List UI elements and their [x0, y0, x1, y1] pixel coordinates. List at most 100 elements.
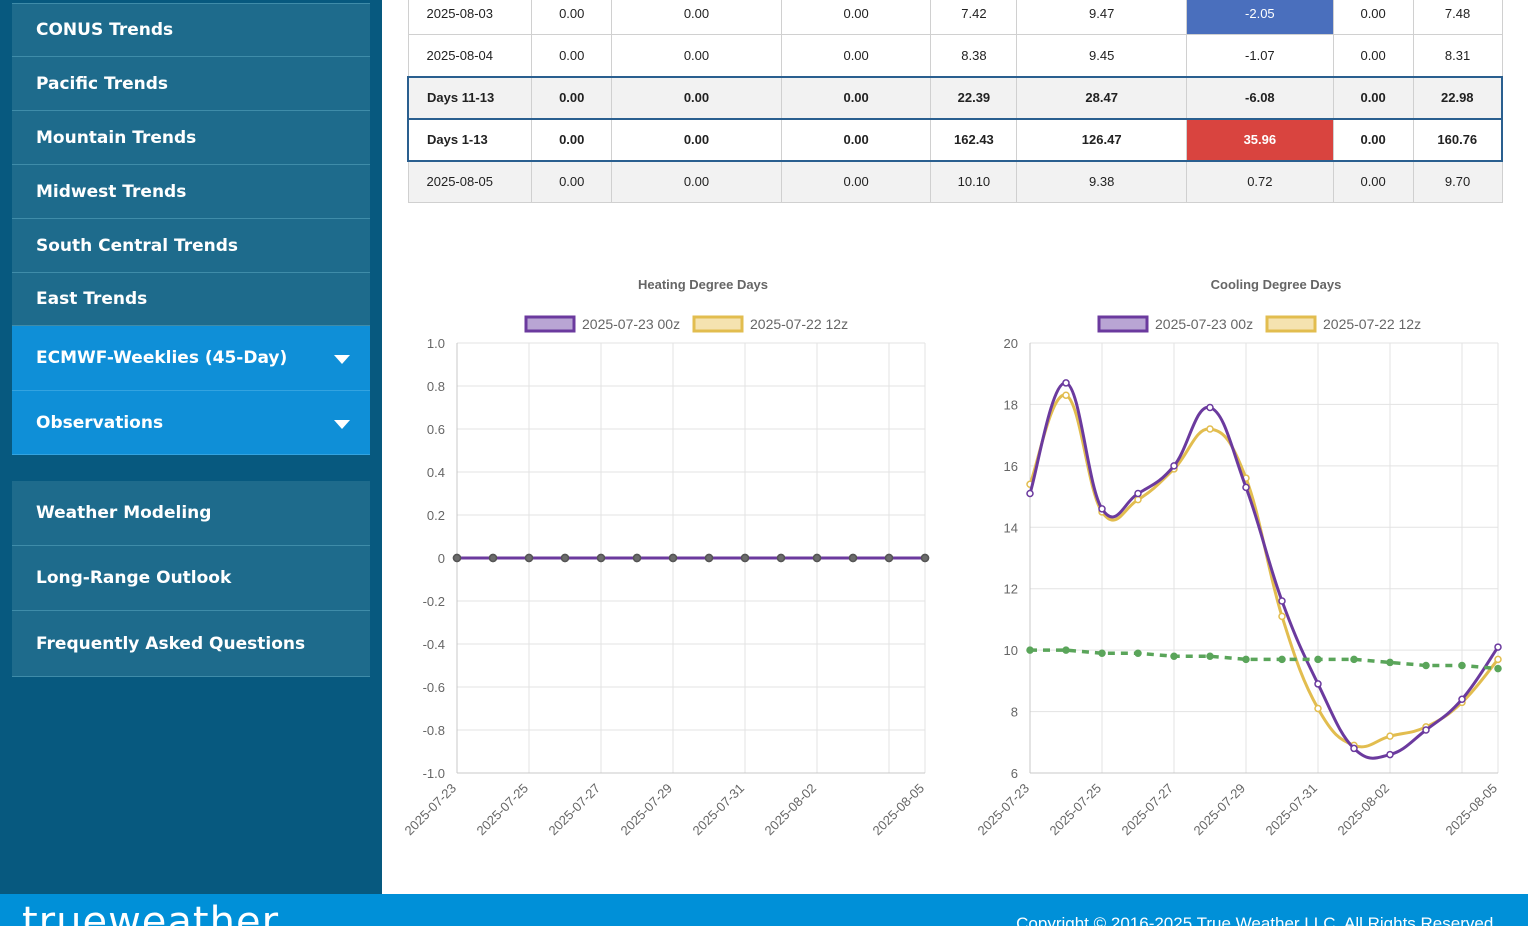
x-tick-label: 2025-07-31 — [1262, 781, 1320, 839]
sidebar: CONUS Trends Pacific Trends Mountain Tre… — [0, 0, 382, 894]
data-point — [1494, 655, 1502, 664]
table-cell: 8.31 — [1412, 34, 1503, 77]
nav-conus-trends[interactable]: CONUS Trends — [12, 3, 370, 57]
x-tick-label: 2025-07-25 — [473, 781, 531, 839]
data-point — [452, 553, 462, 563]
data-point — [1098, 505, 1106, 513]
table-cell: 0.00 — [531, 0, 613, 35]
legend-swatch — [524, 315, 576, 333]
nav-ecmwf-weeklies-dropdown[interactable]: ECMWF-Weeklies (45-Day) — [12, 326, 370, 391]
table-cell: -1.07 — [1186, 34, 1334, 77]
nav-observations-dropdown[interactable]: Observations — [12, 391, 370, 455]
nav-pacific-trends[interactable]: Pacific Trends — [12, 57, 370, 111]
row-label: 2025-08-04 — [407, 34, 533, 77]
data-point — [1026, 489, 1034, 498]
y-tick-label: -1.0 — [423, 766, 445, 781]
y-tick-label: 0.4 — [427, 465, 445, 480]
data-point — [776, 553, 786, 563]
data-point — [884, 553, 894, 563]
copyright-text: Copyright © 2016-2025 True Weather LLC. … — [1016, 914, 1498, 926]
y-tick-label: 12 — [1004, 582, 1018, 597]
series-line — [1028, 381, 1500, 760]
nav-faq[interactable]: Frequently Asked Questions — [12, 611, 370, 677]
data-point — [1062, 391, 1070, 399]
data-point — [1134, 489, 1142, 498]
data-point — [1206, 403, 1214, 412]
x-tick-label: 2025-07-27 — [545, 781, 603, 839]
table-row-summary: Days 1-13 0.00 0.00 0.00 162.43 126.47 3… — [407, 117, 1503, 162]
data-point — [1350, 744, 1358, 753]
data-point — [920, 553, 930, 563]
table-cell: 0.00 — [1332, 34, 1414, 77]
chart-title: Heating Degree Days — [638, 277, 768, 292]
data-point — [1278, 597, 1286, 605]
x-tick-label: 2025-08-02 — [761, 781, 819, 839]
y-tick-label: 10 — [1004, 643, 1018, 658]
row-label: Days 11-13 — [407, 75, 533, 120]
data-point — [1494, 643, 1502, 651]
x-tick-label: 2025-07-23 — [401, 781, 459, 839]
data-point — [740, 553, 750, 563]
table-row: 2025-08-03 0.00 0.00 0.00 7.42 9.47 -2.0… — [407, 0, 1503, 35]
data-point — [1026, 646, 1034, 654]
y-tick-label: 6 — [1011, 766, 1018, 781]
table-cell: 0.00 — [780, 75, 932, 120]
data-point — [1242, 483, 1250, 492]
footer: trueweather Copyright © 2016-2025 True W… — [0, 894, 1528, 926]
x-tick-label: 2025-07-27 — [1118, 781, 1176, 839]
data-point — [1386, 732, 1394, 740]
x-tick-label: 2025-08-05 — [1442, 781, 1500, 839]
table-cell: 160.76 — [1412, 117, 1503, 162]
nav-midwest-trends[interactable]: Midwest Trends — [12, 165, 370, 219]
table-cell: 0.00 — [611, 0, 782, 35]
legend-swatch — [692, 315, 744, 333]
data-point — [1350, 655, 1358, 664]
site-logo[interactable]: trueweather — [22, 899, 280, 926]
y-tick-label: 0 — [438, 551, 445, 566]
table-cell: 9.47 — [1016, 0, 1187, 35]
table-cell: 0.00 — [531, 75, 613, 120]
table-cell: 8.38 — [930, 34, 1018, 77]
table-row: 2025-08-04 0.00 0.00 0.00 8.38 9.45 -1.0… — [407, 34, 1503, 77]
chart-title: Cooling Degree Days — [1211, 277, 1342, 292]
table-cell: 0.00 — [1332, 75, 1414, 120]
table-cell: 0.00 — [531, 117, 613, 162]
y-tick-label: 0.2 — [427, 508, 445, 523]
nav-mountain-trends[interactable]: Mountain Trends — [12, 111, 370, 165]
nav-south-central-trends[interactable]: South Central Trends — [12, 219, 370, 273]
data-point — [560, 553, 570, 563]
data-point — [1422, 661, 1430, 670]
links-nav: Weather Modeling Long-Range Outlook Freq… — [12, 481, 370, 677]
table-cell: 0.00 — [611, 75, 782, 120]
nav-ecmwf-weeklies-label: ECMWF-Weeklies (45-Day) — [36, 348, 288, 368]
row-label: 2025-08-05 — [407, 160, 533, 203]
table-cell: 0.00 — [1332, 160, 1414, 203]
nav-long-range-outlook[interactable]: Long-Range Outlook — [12, 546, 370, 611]
data-point — [1314, 704, 1322, 713]
data-point — [1062, 379, 1070, 387]
data-point — [1134, 649, 1142, 657]
table-row-summary: Days 11-13 0.00 0.00 0.00 22.39 28.47 -6… — [407, 75, 1503, 120]
table-cell: 0.00 — [780, 0, 932, 35]
series-line — [1028, 393, 1500, 749]
degree-days-table: 2025-08-03 0.00 0.00 0.00 7.42 9.47 -2.0… — [407, 0, 1503, 203]
table-cell: 7.48 — [1412, 0, 1503, 35]
table-cell: 162.43 — [930, 117, 1018, 162]
table-cell: 0.00 — [780, 160, 932, 203]
nav-east-trends[interactable]: East Trends — [12, 273, 370, 326]
table-cell: 0.00 — [780, 34, 932, 77]
data-point — [1458, 695, 1466, 704]
nav-weather-modeling[interactable]: Weather Modeling — [12, 481, 370, 546]
data-point — [1422, 726, 1430, 734]
data-point — [524, 553, 534, 563]
table-cell: 0.00 — [780, 117, 932, 162]
table-cell: 0.72 — [1186, 160, 1334, 203]
y-tick-label: 0.8 — [427, 379, 445, 394]
legend-swatch — [1265, 315, 1317, 333]
y-tick-label: -0.2 — [423, 594, 445, 609]
row-label: Days 1-13 — [407, 117, 533, 162]
data-point — [1278, 655, 1286, 664]
legend-label: 2025-07-23 00z — [1155, 316, 1253, 332]
data-point — [1386, 750, 1394, 759]
table-cell: 9.45 — [1016, 34, 1187, 77]
